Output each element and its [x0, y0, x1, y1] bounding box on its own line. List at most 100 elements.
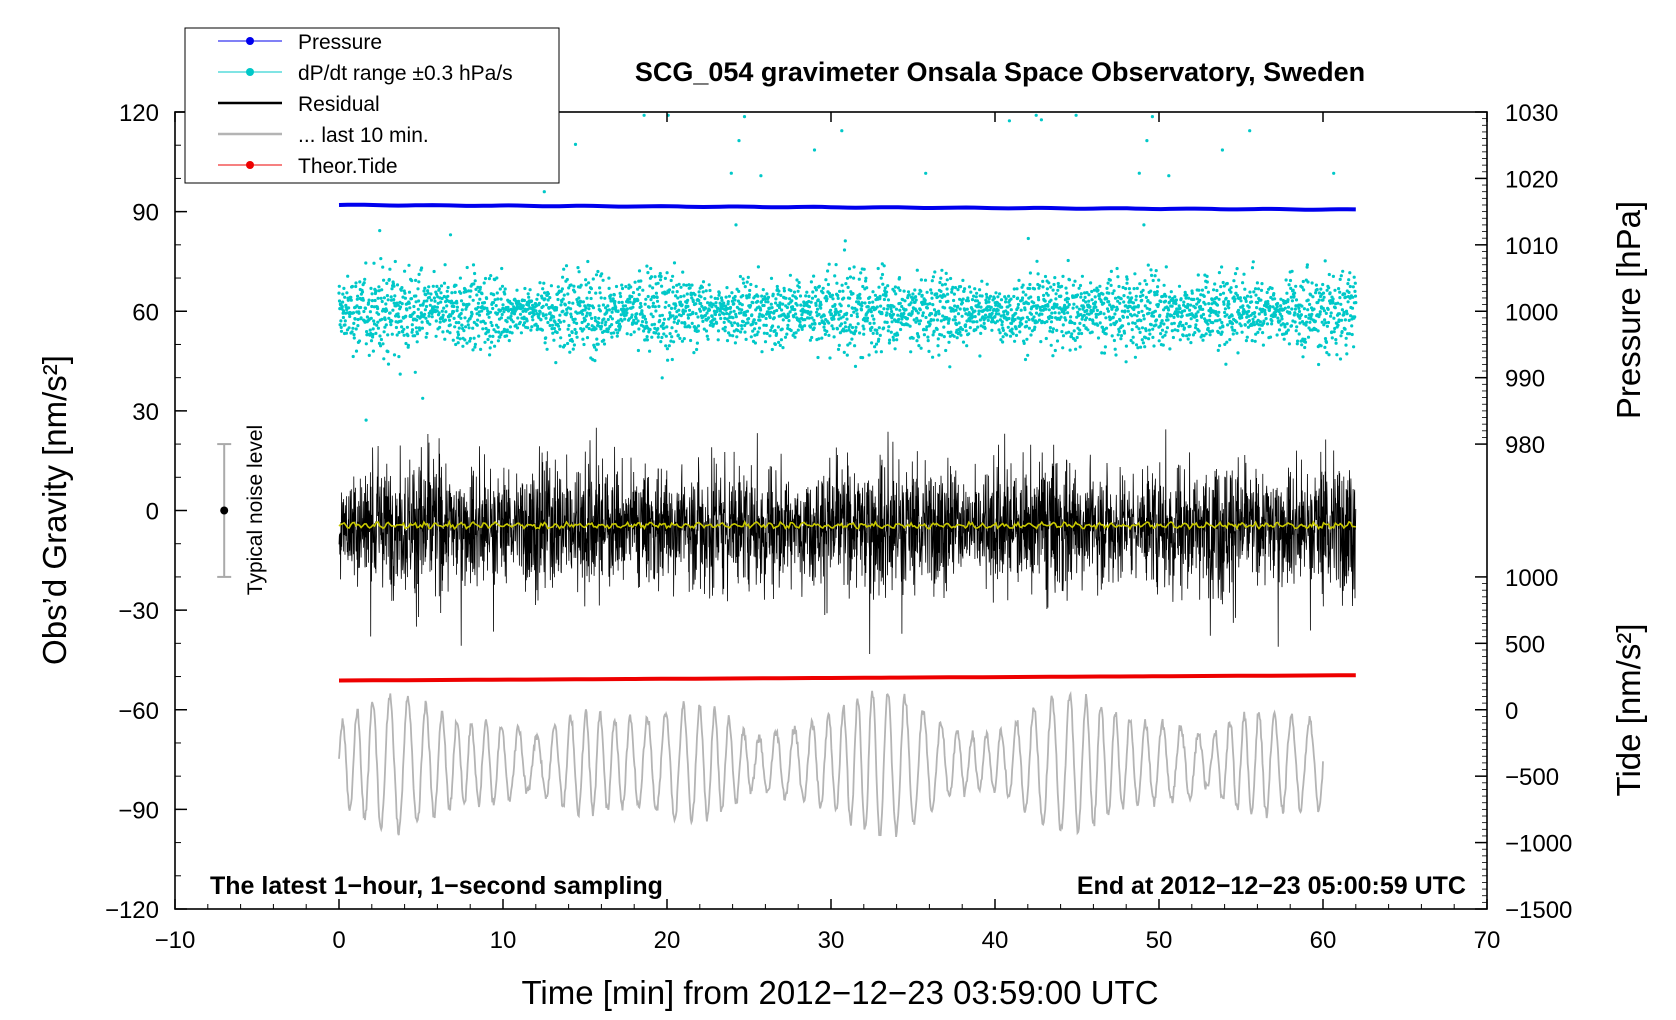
dpdt-point	[1297, 306, 1301, 310]
dpdt-point	[1191, 333, 1195, 337]
dpdt-point	[393, 294, 397, 298]
dpdt-point	[1344, 309, 1349, 313]
dpdt-point	[591, 306, 596, 310]
dpdt-point	[877, 337, 881, 341]
dpdt-point	[625, 307, 630, 311]
dpdt-point	[488, 346, 492, 350]
dpdt-point	[1023, 357, 1028, 362]
dpdt-point	[1000, 320, 1004, 324]
dpdt-point	[1340, 330, 1344, 334]
dpdt-point	[487, 328, 491, 332]
dpdt-point	[454, 321, 458, 325]
dpdt-point	[541, 304, 545, 308]
dpdt-point	[581, 337, 585, 341]
dpdt-point	[705, 334, 709, 338]
dpdt-point	[798, 294, 803, 298]
dpdt-point	[420, 326, 424, 330]
dpdt-point	[788, 297, 792, 301]
dpdt-point	[930, 291, 934, 295]
dpdt-point	[464, 290, 468, 294]
dpdt-point	[651, 301, 656, 305]
dpdt-point	[732, 309, 736, 313]
dpdt-point	[937, 312, 941, 316]
dpdt-point	[597, 316, 601, 320]
dpdt-point	[871, 300, 875, 304]
dpdt-point	[1026, 353, 1030, 357]
dpdt-point	[1153, 309, 1157, 313]
dpdt-point	[639, 301, 643, 306]
dpdt-point	[1277, 328, 1282, 332]
dpdt-point	[1135, 325, 1139, 329]
dpdt-point	[1216, 330, 1221, 335]
dpdt-point	[783, 335, 788, 339]
dpdt-point	[793, 308, 797, 312]
dpdt-point	[453, 325, 457, 329]
dpdt-point	[373, 298, 377, 303]
dpdt-point	[1318, 312, 1322, 316]
dpdt-point	[1261, 331, 1265, 335]
dpdt-point	[458, 337, 462, 341]
dpdt-point	[1325, 324, 1329, 328]
dpdt-point	[453, 290, 457, 294]
dpdt-point	[553, 320, 557, 324]
dpdt-point	[807, 299, 811, 304]
dpdt-point	[660, 335, 664, 340]
dpdt-point	[1330, 336, 1334, 340]
dpdt-point	[729, 321, 733, 325]
dpdt-point	[652, 295, 656, 299]
pressure-tick-label: 1030	[1505, 100, 1558, 127]
dpdt-point	[712, 322, 716, 326]
dpdt-point	[658, 314, 662, 318]
dpdt-point	[410, 279, 414, 283]
dpdt-point	[614, 305, 618, 310]
dpdt-point	[473, 279, 477, 283]
series-pressure-line	[338, 202, 1356, 212]
dpdt-point	[589, 287, 594, 291]
dpdt-point	[514, 323, 518, 327]
dpdt-point	[1286, 328, 1290, 332]
dpdt-point	[522, 298, 527, 303]
dpdt-point	[559, 289, 563, 293]
dpdt-point	[428, 303, 432, 307]
dpdt-point	[695, 341, 700, 345]
dpdt-point	[377, 312, 381, 316]
dpdt-point	[887, 325, 891, 329]
dpdt-point	[378, 229, 382, 233]
dpdt-point	[716, 329, 721, 333]
pressure-tick-label: 980	[1505, 432, 1545, 459]
dpdt-point	[570, 339, 575, 343]
dpdt-point	[1164, 265, 1168, 269]
dpdt-point	[987, 300, 991, 304]
dpdt-point	[591, 277, 595, 281]
dpdt-point	[739, 324, 744, 328]
dpdt-point	[1336, 323, 1340, 327]
x-tick-label: 50	[1146, 927, 1173, 954]
dpdt-point	[977, 301, 981, 305]
dpdt-point	[735, 335, 739, 339]
dpdt-point	[872, 321, 876, 325]
dpdt-point	[1297, 309, 1302, 314]
dpdt-point	[354, 281, 358, 285]
dpdt-point	[448, 323, 452, 327]
dpdt-point	[973, 309, 977, 313]
dpdt-point	[1006, 311, 1010, 315]
dpdt-point	[1132, 287, 1136, 291]
dpdt-point	[651, 286, 655, 290]
dpdt-point	[929, 312, 934, 316]
dpdt-point	[525, 319, 529, 323]
dpdt-point	[1296, 339, 1300, 343]
dpdt-point	[998, 292, 1002, 296]
dpdt-point	[1323, 318, 1327, 322]
dpdt-point	[1184, 322, 1188, 326]
dpdt-point	[517, 299, 521, 303]
dpdt-point	[589, 296, 593, 301]
dpdt-point	[816, 355, 820, 360]
dpdt-point	[406, 334, 410, 338]
dpdt-point	[860, 304, 864, 308]
dpdt-point	[745, 280, 749, 284]
dpdt-point	[788, 273, 793, 277]
dpdt-point	[922, 333, 927, 337]
dpdt-point	[1201, 338, 1205, 342]
dpdt-point	[731, 316, 735, 320]
